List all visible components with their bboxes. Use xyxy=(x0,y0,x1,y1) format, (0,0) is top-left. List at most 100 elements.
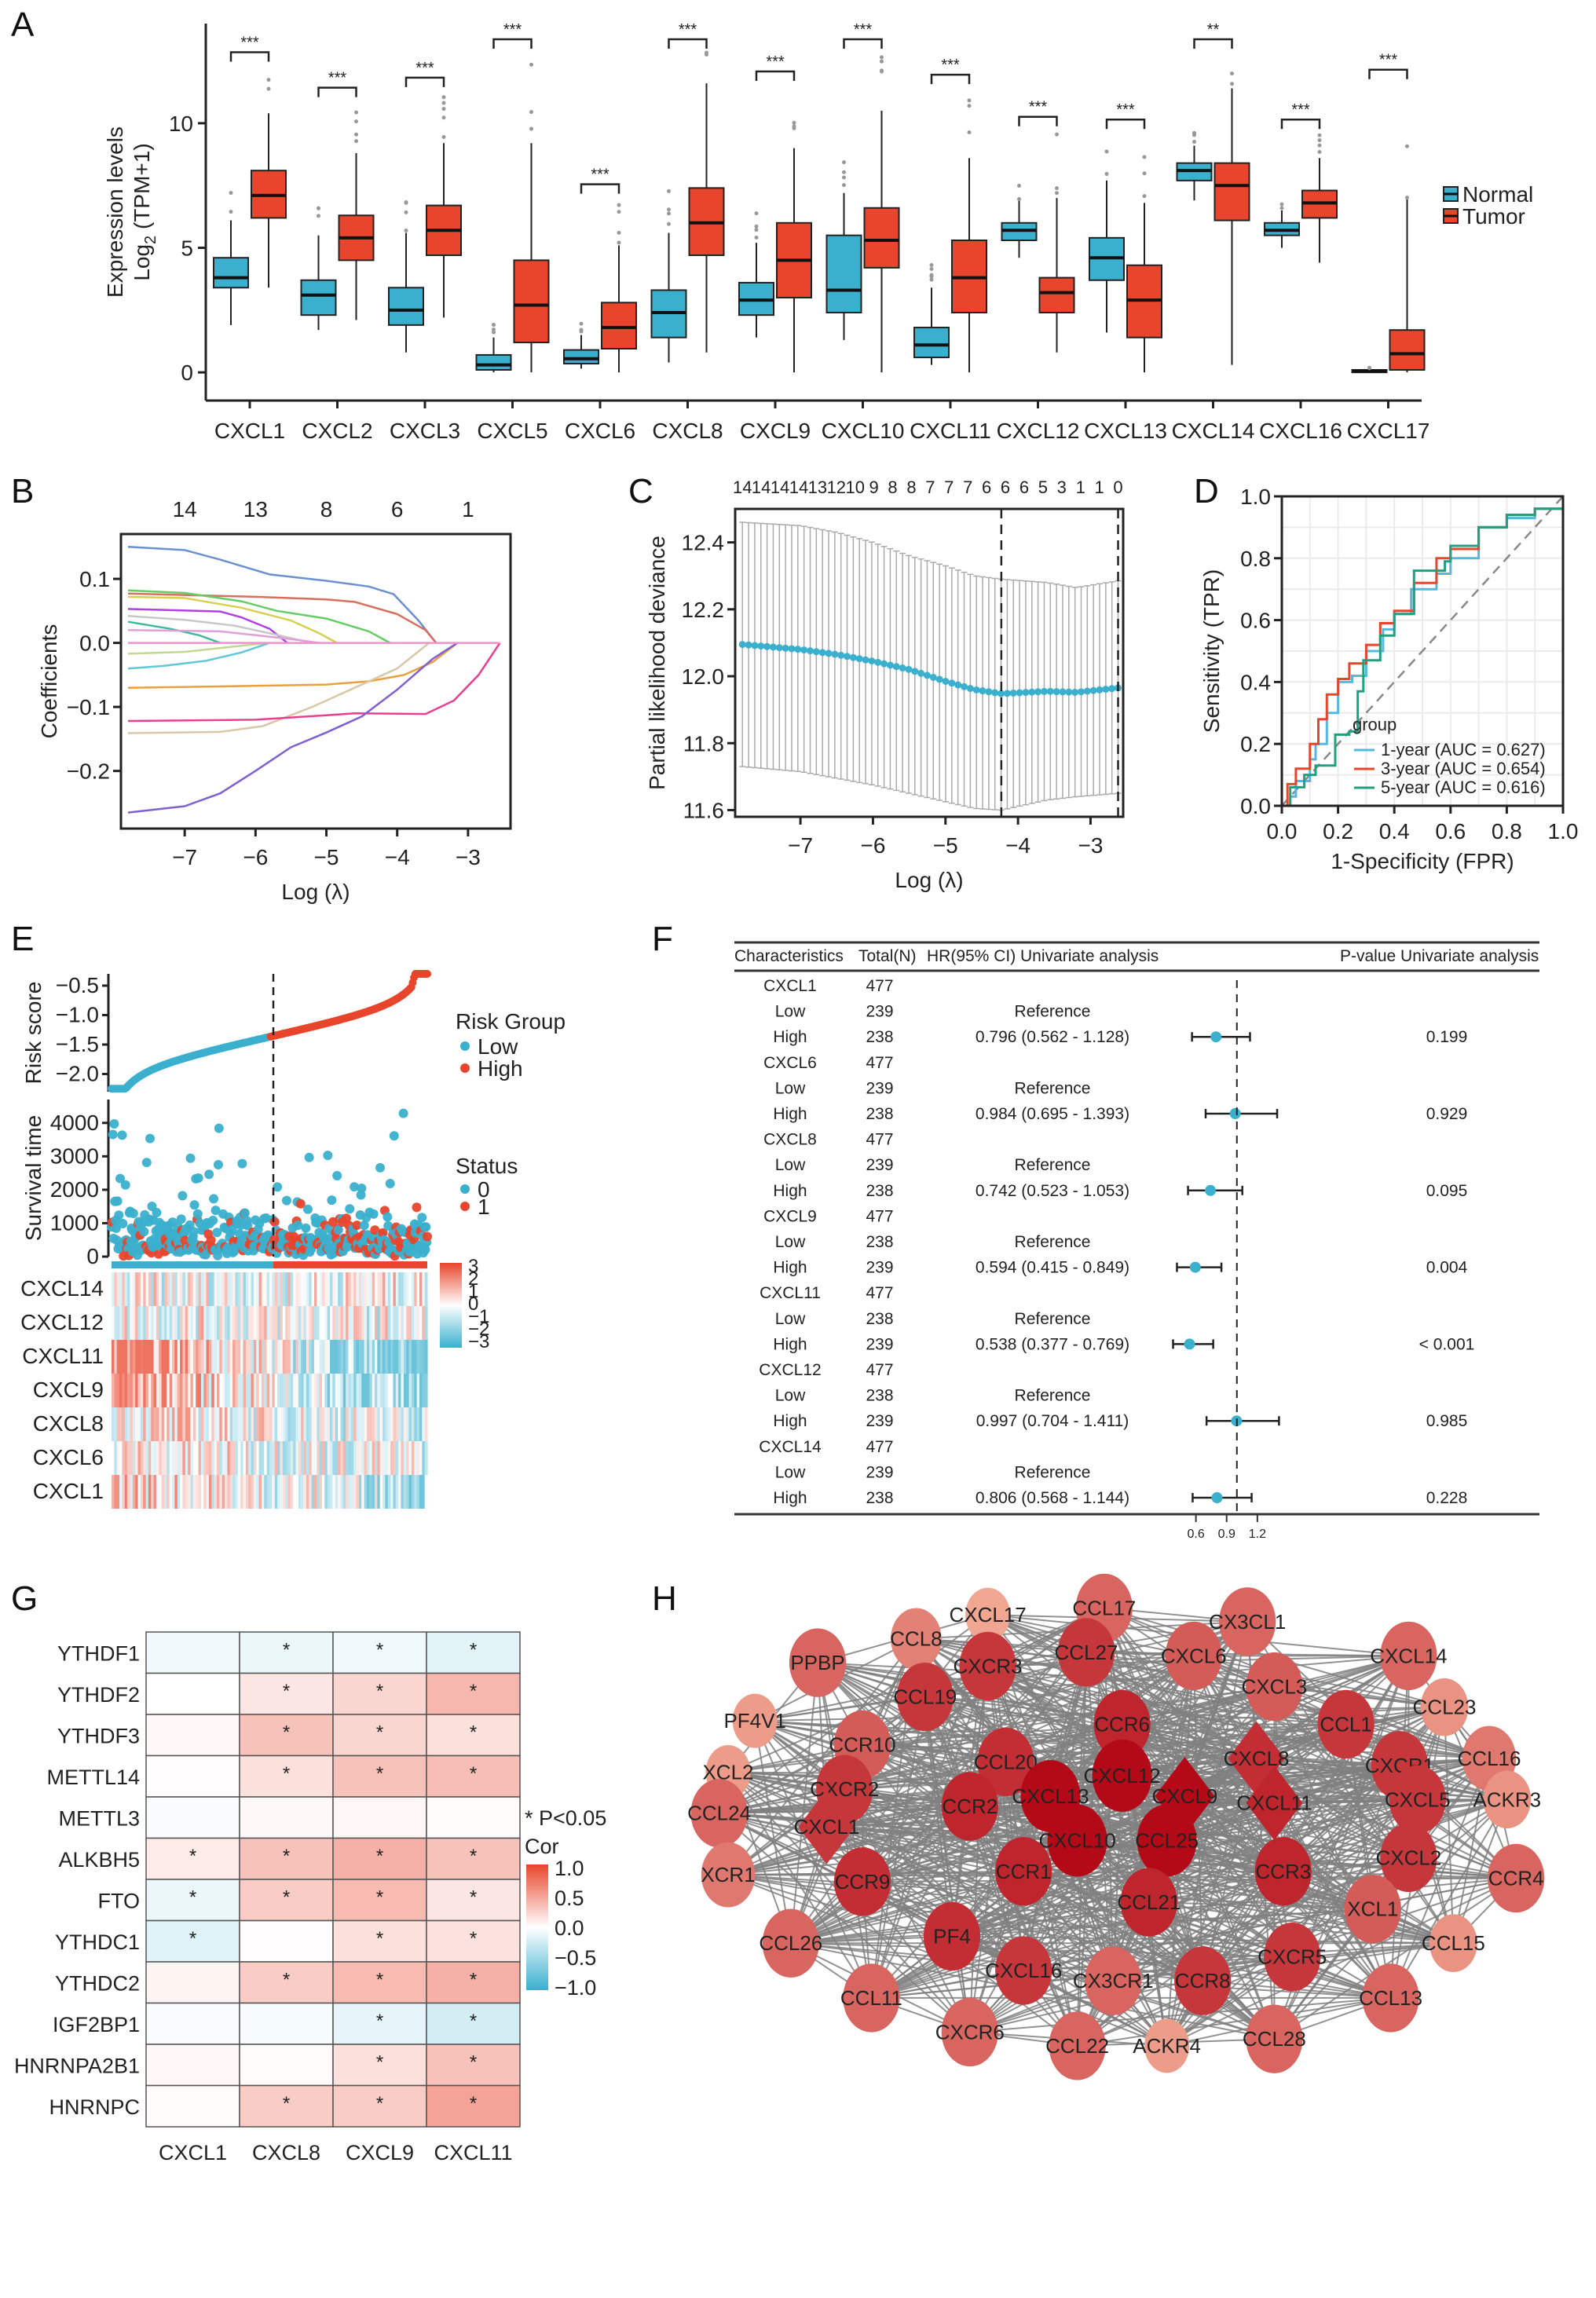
heatmap-cell xyxy=(277,1374,280,1407)
heatmap-cell xyxy=(306,1374,309,1407)
heatmap-cell xyxy=(416,1272,420,1306)
network-edge xyxy=(968,1806,1078,2047)
heatmap-cell xyxy=(211,1441,215,1475)
heatmap-cell xyxy=(256,1374,260,1407)
heatmap-cell xyxy=(164,1374,167,1407)
row-hr: 0.538 (0.377 - 0.769) xyxy=(976,1335,1129,1353)
heatmap-cell xyxy=(414,1340,418,1374)
heatmap-cell xyxy=(272,1407,276,1441)
y-tick-label: 3000 xyxy=(50,1144,99,1168)
heatmap-cell xyxy=(269,1475,273,1509)
network-edge xyxy=(790,1908,1373,1945)
heatmap-cell xyxy=(130,1272,134,1306)
heatmap-cell xyxy=(311,1441,315,1475)
heatmap-cell xyxy=(235,1441,239,1475)
heatmap-cell xyxy=(335,1407,339,1441)
heatmap-cell xyxy=(116,1407,120,1441)
heatmap-cell xyxy=(332,1672,427,1715)
box-normal xyxy=(213,257,249,289)
heatmap-cell xyxy=(411,1272,415,1306)
heatmap-cell xyxy=(366,1340,370,1374)
heatmap-cell xyxy=(401,1374,404,1407)
heatmap-cell xyxy=(293,1441,297,1475)
heatmap-cell xyxy=(206,1306,210,1340)
heatmap-row-label: YTHDF2 xyxy=(57,1683,140,1707)
heatmap-cell xyxy=(177,1306,181,1340)
heatmap-cell xyxy=(190,1441,194,1475)
heatmap-col-label: CXCL1 xyxy=(159,2141,227,2164)
network-node-CXCL10 xyxy=(1047,1804,1107,1877)
heatmap-cell xyxy=(182,1374,186,1407)
heatmap-cell xyxy=(148,1475,152,1509)
heatmap-row-label: YTHDF1 xyxy=(57,1641,140,1665)
heatmap-cell xyxy=(253,1441,257,1475)
row-total: 238 xyxy=(866,1105,893,1123)
x-tick-label: −6 xyxy=(860,833,885,858)
significance-label: *** xyxy=(240,35,259,52)
heatmap-cell xyxy=(116,1340,120,1374)
heatmap-cell xyxy=(153,1374,157,1407)
heatmap-cell xyxy=(369,1407,373,1441)
heatmap-cell xyxy=(346,1374,350,1407)
significance-star: * xyxy=(470,1763,477,1784)
heatmap-cell xyxy=(390,1340,394,1374)
heatmap-cell xyxy=(122,1441,126,1475)
y-tick-label: 0.4 xyxy=(1240,670,1271,694)
heatmap-cell xyxy=(419,1441,423,1475)
survival-point xyxy=(295,1198,306,1209)
outlier-point xyxy=(1317,149,1322,154)
heatmap-cell xyxy=(356,1407,360,1441)
heatmap-cell xyxy=(167,1441,170,1475)
heatmap-cell xyxy=(135,1441,139,1475)
network-node-CX3CR1 xyxy=(1085,1946,1142,2015)
heatmap-cell xyxy=(272,1306,276,1340)
heatmap-cell xyxy=(196,1306,200,1340)
heatmap-cell xyxy=(145,1631,240,1674)
header-total: Total(N) xyxy=(858,947,917,965)
survival-point xyxy=(152,1208,162,1218)
heatmap-cell xyxy=(130,1475,134,1509)
heatmap-cell xyxy=(419,1340,423,1374)
survival-point xyxy=(210,1206,221,1216)
heatmap-cell xyxy=(287,1475,291,1509)
heatmap-cell xyxy=(426,1714,521,1757)
mean-deviance-point xyxy=(794,646,802,653)
heatmap-cell xyxy=(416,1340,420,1374)
heatmap-cell xyxy=(112,1306,115,1340)
network-node-label: CCL27 xyxy=(1055,1641,1118,1664)
heatmap-cell xyxy=(251,1340,254,1374)
significance-star: * xyxy=(283,1969,290,1990)
heatmap-cell xyxy=(185,1374,189,1407)
heatmap-cell xyxy=(229,1441,233,1475)
heatmap-cell xyxy=(196,1374,200,1407)
heatmap-cell xyxy=(140,1407,144,1441)
heatmap-cell xyxy=(403,1272,407,1306)
heatmap-cell xyxy=(161,1475,165,1509)
mean-deviance-point xyxy=(1071,688,1079,696)
heatmap-cell xyxy=(221,1475,225,1509)
heatmap-cell xyxy=(225,1374,228,1407)
heatmap-cell xyxy=(145,1306,149,1340)
heatmap-cell xyxy=(298,1340,302,1374)
network-edge xyxy=(969,1857,1409,2033)
network-edge xyxy=(1166,1799,1507,1842)
hr-point xyxy=(1229,1108,1241,1119)
heatmap-cell xyxy=(203,1340,207,1374)
outlier-point xyxy=(354,119,358,124)
box-tumor xyxy=(863,207,900,269)
heatmap-cell xyxy=(416,1306,420,1340)
heatmap-cell xyxy=(426,1879,521,1922)
heatmap-cell xyxy=(335,1374,339,1407)
x-tick-label: CXCL8 xyxy=(652,419,723,443)
significance-bracket xyxy=(404,76,445,87)
heatmap-cell xyxy=(358,1441,362,1475)
row-characteristic: High xyxy=(773,1489,807,1507)
heatmap-cell xyxy=(119,1475,123,1509)
network-node-CCL11 xyxy=(843,1963,900,2033)
outlier-point xyxy=(1104,149,1109,154)
mean-deviance-point xyxy=(935,675,943,683)
survival-point xyxy=(375,1162,386,1173)
heatmap-cell xyxy=(287,1340,291,1374)
heatmap-cell xyxy=(180,1272,184,1306)
outlier-point xyxy=(842,170,846,174)
